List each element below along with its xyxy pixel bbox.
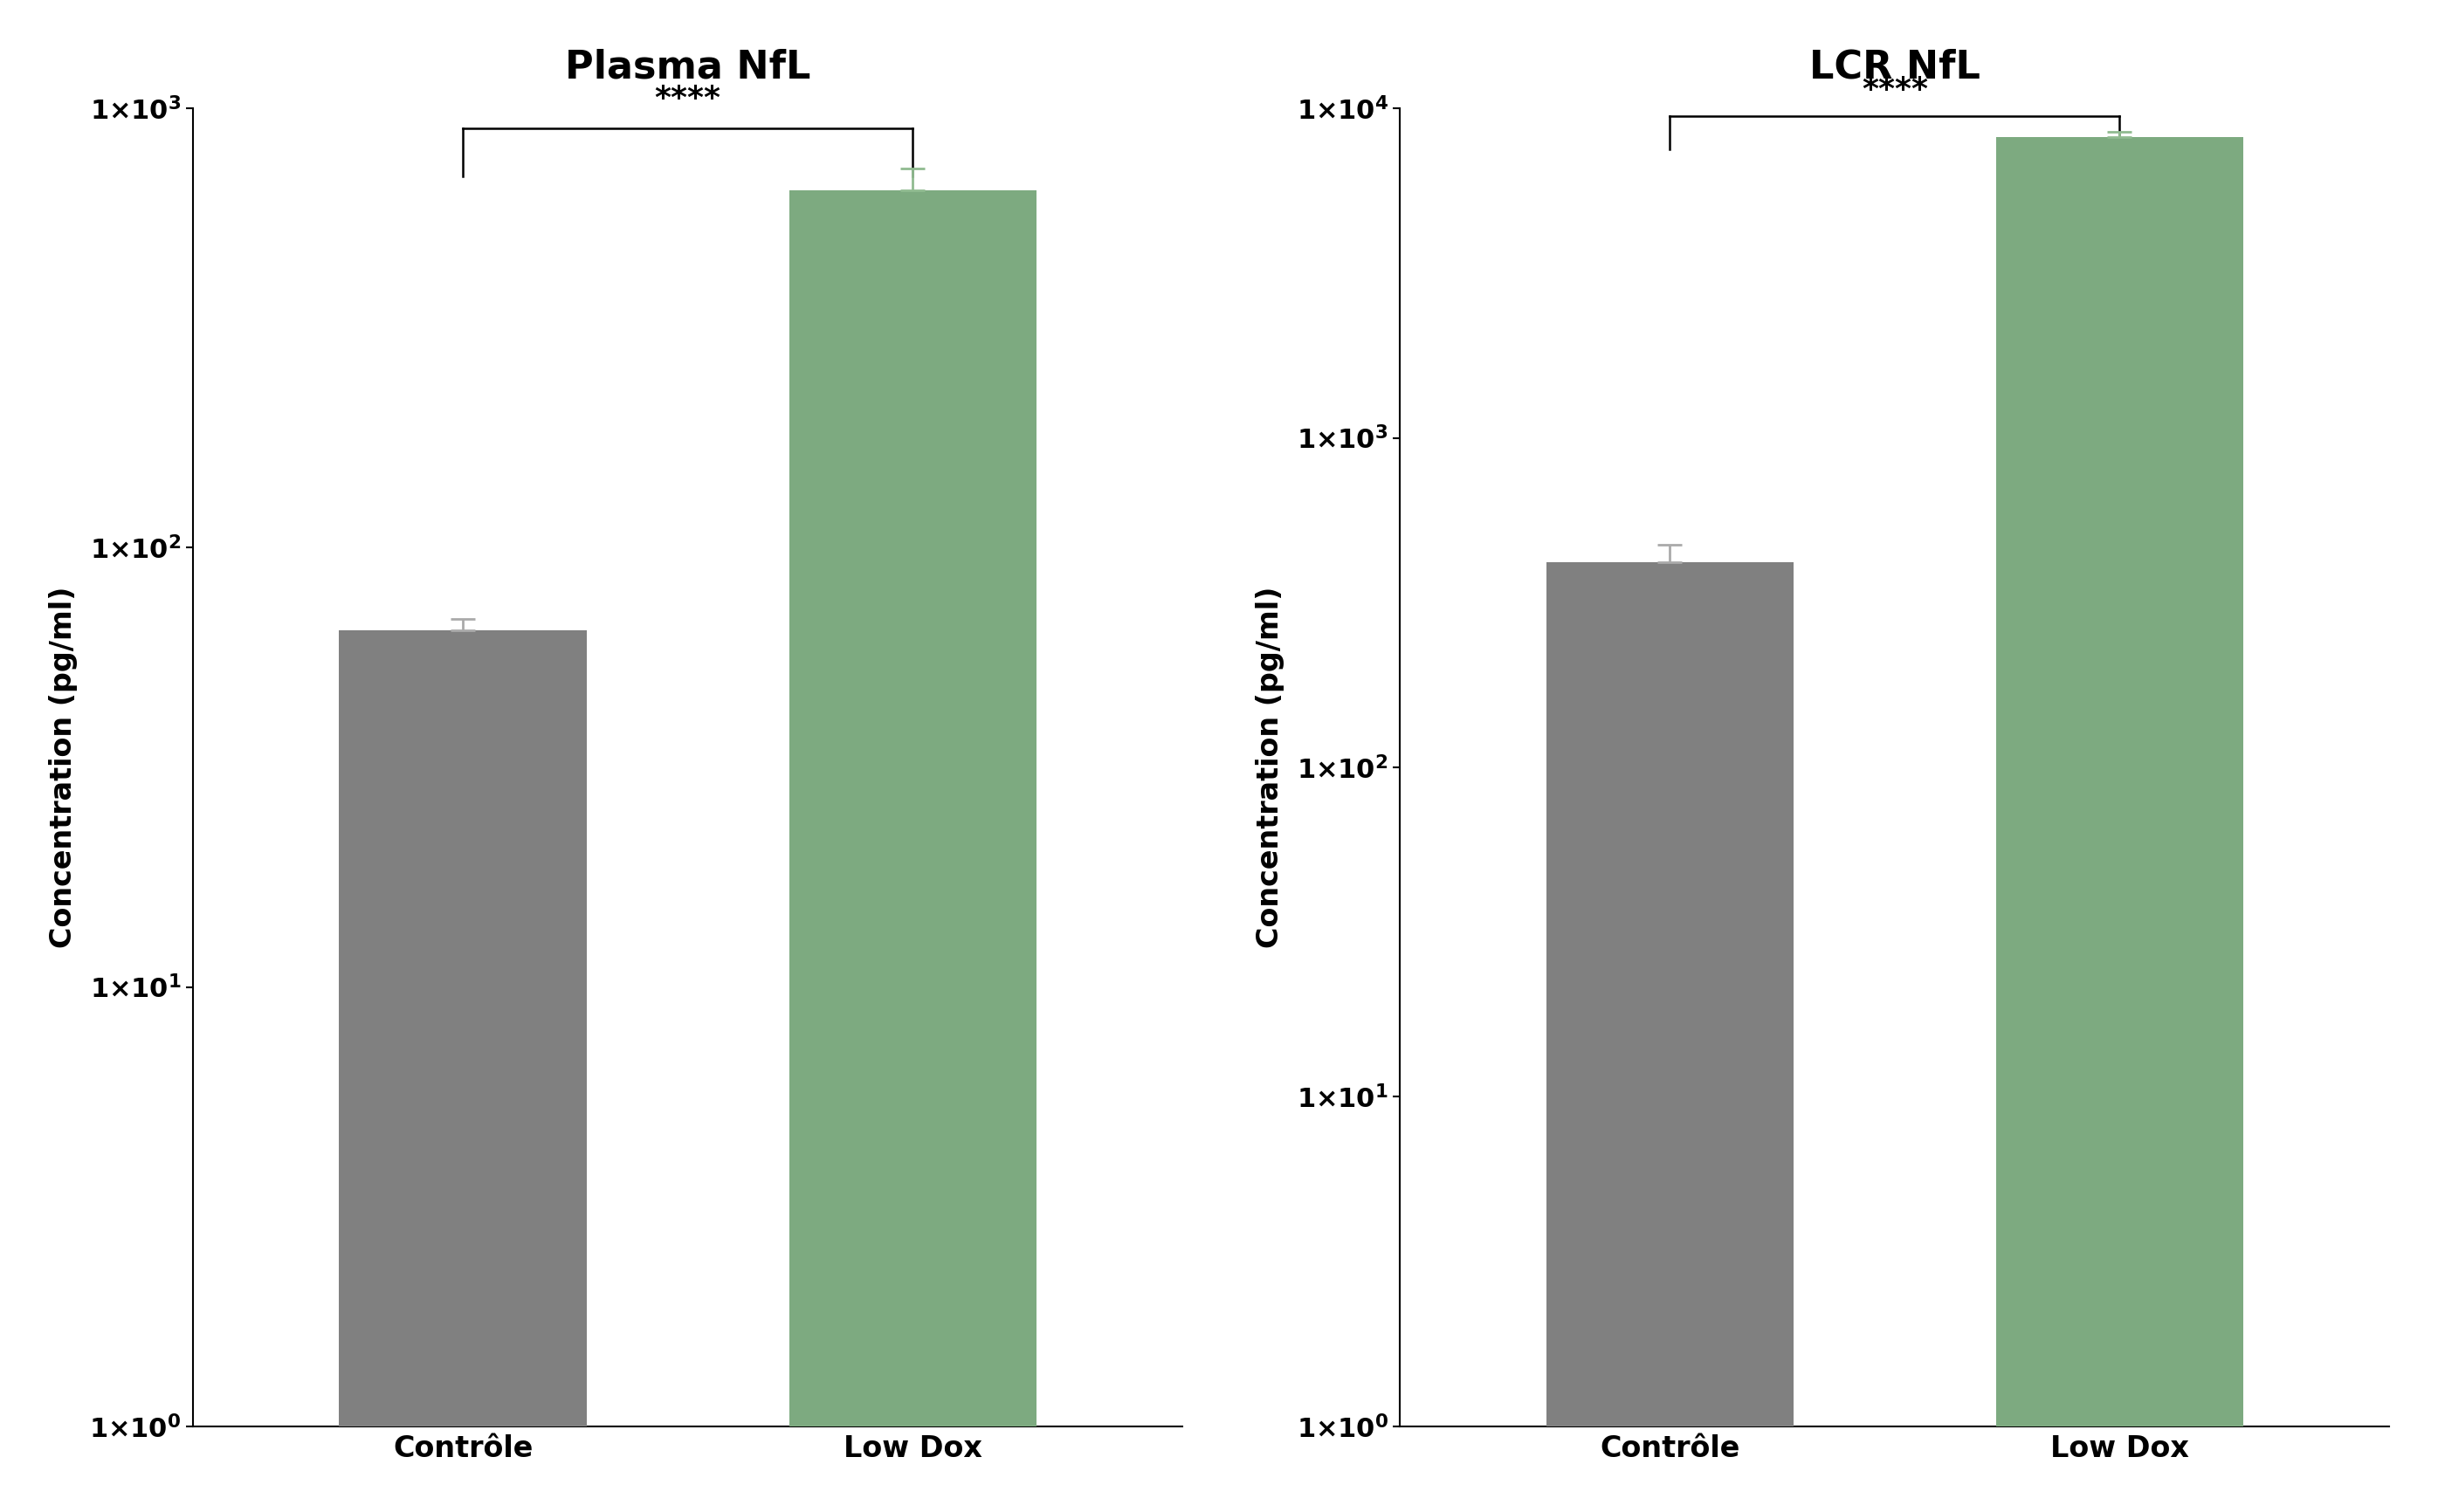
Title: LCR NfL: LCR NfL [1809,48,1980,86]
Y-axis label: Concentration (pg/ml): Concentration (pg/ml) [1256,587,1285,948]
Bar [1997,138,2243,1512]
Text: ****: **** [1863,76,1928,104]
Title: Plasma NfL: Plasma NfL [566,48,812,86]
Text: ****: **** [656,85,722,113]
Bar [790,191,1036,1512]
Bar [339,631,588,1512]
Bar [1546,562,1794,1512]
Y-axis label: Concentration (pg/ml): Concentration (pg/ml) [49,587,78,948]
